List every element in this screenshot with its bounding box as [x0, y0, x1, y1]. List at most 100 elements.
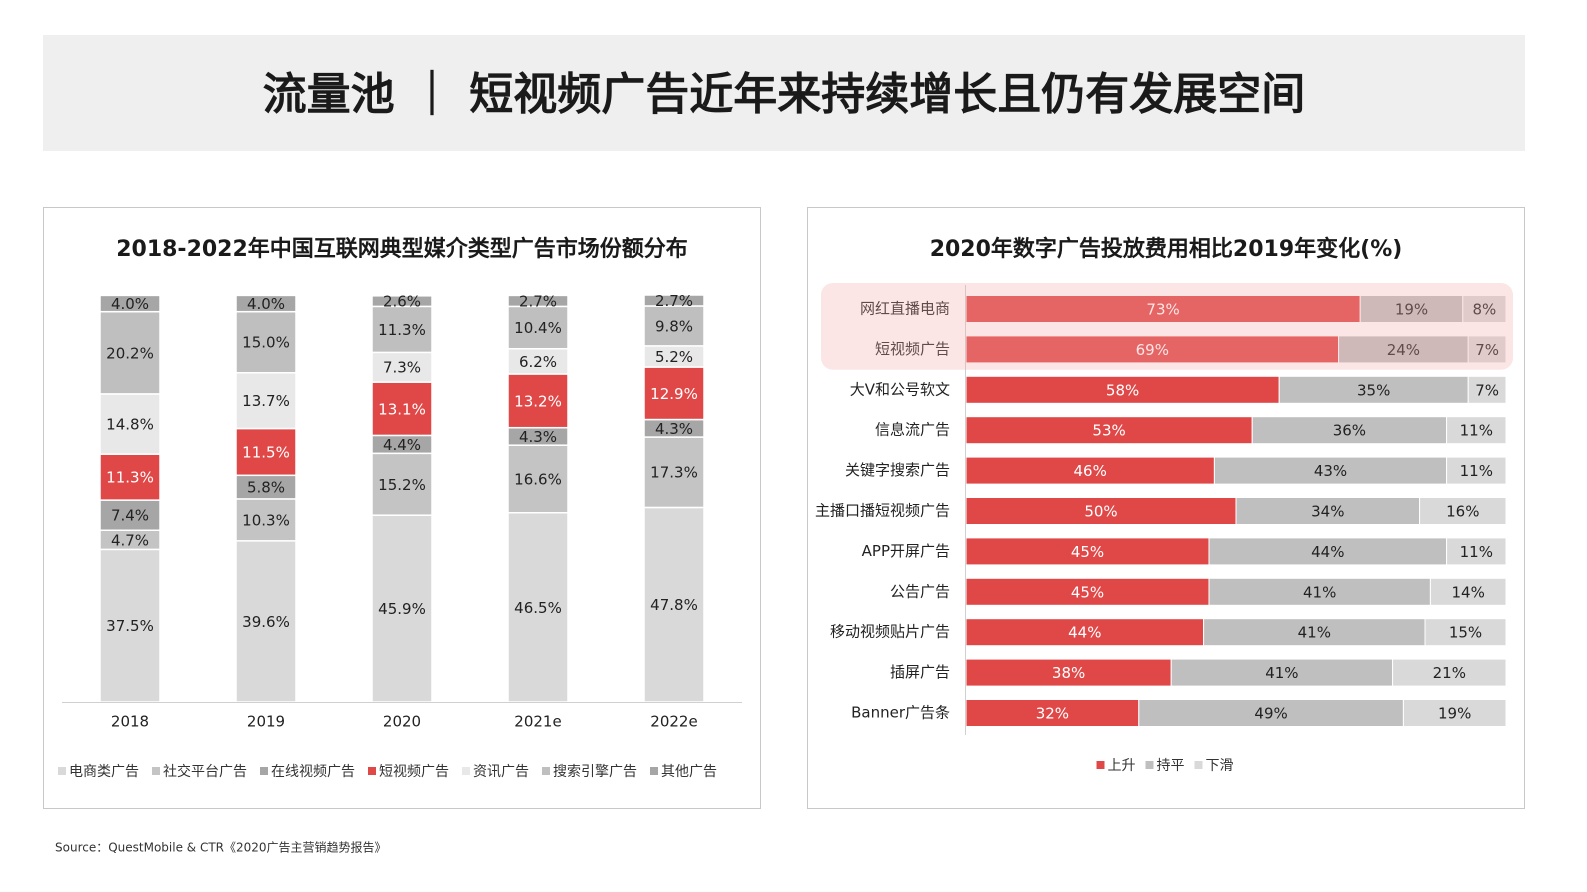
highlight-box [821, 283, 1513, 370]
bar-segment [99, 294, 161, 313]
value-label: 4.4% [383, 436, 421, 454]
bar-segment [965, 335, 1340, 364]
value-label: 5.8% [247, 479, 285, 497]
value-label: 11.3% [106, 469, 154, 487]
value-label: 46.5% [514, 599, 562, 617]
legend-swatch [650, 767, 658, 775]
value-label: 7.3% [383, 359, 421, 377]
bar-segment [235, 310, 297, 374]
bar-segment [99, 393, 161, 455]
x-tick-label: 2019 [247, 713, 285, 731]
bar-segment [1235, 497, 1421, 525]
bar-segment [1359, 295, 1464, 323]
value-label: 9.8% [655, 317, 693, 335]
legend-swatch [1096, 761, 1105, 769]
source-note: Source：QuestMobile & CTR《2020广告主营销趋势报告》 [55, 840, 387, 855]
legend-swatch [368, 767, 376, 775]
value-label: 38% [1052, 664, 1085, 682]
bar-segment [643, 294, 705, 307]
value-label: 11% [1460, 543, 1493, 561]
value-label: 2.6% [383, 293, 421, 311]
bar-segment [1467, 335, 1507, 364]
value-label: 50% [1084, 503, 1117, 521]
bar-segment [235, 371, 297, 430]
y-tick-label: 关键字搜索广告 [845, 461, 950, 479]
value-label: 13.7% [242, 392, 290, 410]
value-label: 41% [1298, 624, 1331, 642]
bar-segment [1462, 295, 1507, 323]
value-label: 36% [1333, 422, 1366, 440]
legend-label: 社交平台广告 [163, 763, 247, 780]
value-label: 39.6% [242, 613, 290, 631]
value-label: 45% [1071, 583, 1104, 601]
bar-segment [1419, 497, 1507, 525]
bar-segment [1446, 456, 1507, 485]
value-label: 58% [1106, 381, 1139, 399]
value-label: 20.2% [106, 344, 154, 362]
value-label: 4.0% [247, 295, 285, 313]
value-label: 15% [1449, 624, 1482, 642]
value-label: 35% [1357, 381, 1390, 399]
value-label: 7% [1475, 381, 1499, 399]
value-label: 19% [1395, 301, 1428, 319]
x-tick-label: 2020 [383, 713, 421, 731]
bar-segment [1213, 456, 1448, 485]
value-label: 6.2% [519, 353, 557, 371]
bar-segment [1402, 699, 1507, 727]
value-label: 11.5% [242, 443, 290, 461]
bar-segment [1170, 658, 1394, 687]
legend-label: 其他广告 [661, 764, 717, 780]
y-tick-label: 插屏广告 [890, 663, 950, 681]
bar-segment [1467, 375, 1507, 404]
bar-segment [1138, 699, 1404, 727]
bar-segment [371, 381, 433, 437]
legend-label: 上升 [1108, 758, 1136, 774]
y-tick-label: 主播口播短视频广告 [815, 502, 950, 520]
bar-segment [1424, 618, 1507, 647]
value-label: 16% [1446, 503, 1479, 521]
value-label: 37.5% [106, 617, 154, 635]
value-label: 46% [1074, 462, 1107, 480]
legend-label: 电商类广告 [69, 764, 139, 780]
legend-swatch [152, 767, 160, 775]
value-label: 14.8% [106, 416, 154, 434]
y-tick-label: 信息流广告 [875, 421, 950, 439]
bar-segment [965, 416, 1253, 445]
value-label: 13.2% [514, 392, 562, 410]
value-label: 4.3% [655, 420, 693, 438]
value-label: 11% [1460, 422, 1493, 440]
bar-segment [1278, 375, 1469, 404]
bar-segment [371, 351, 433, 383]
bar-segment [965, 537, 1210, 566]
bar-segment [99, 453, 161, 501]
bar-segment [1392, 658, 1507, 687]
value-label: 47.8% [650, 596, 698, 614]
chart-title: 2020年数字广告投放费用相比2019年变化(%) [930, 236, 1403, 262]
y-tick-label: 短视频广告 [875, 340, 950, 358]
legend-swatch [1194, 761, 1203, 769]
value-label: 49% [1254, 705, 1287, 723]
legend-swatch [1145, 761, 1154, 769]
legend-swatch [542, 767, 550, 775]
value-label: 21% [1433, 664, 1466, 682]
bar-segment [965, 295, 1361, 323]
bar-segment [371, 514, 433, 703]
y-tick-label: 移动视频贴片广告 [830, 623, 950, 641]
value-label: 4.7% [111, 531, 149, 549]
value-label: 73% [1146, 301, 1179, 319]
legend-label: 资讯广告 [473, 764, 529, 780]
value-label: 10.3% [242, 511, 290, 529]
value-label: 13.1% [378, 400, 426, 418]
x-tick-label: 2021e [514, 713, 561, 731]
value-label: 53% [1092, 422, 1125, 440]
value-label: 34% [1311, 503, 1344, 521]
bar-segment [99, 310, 161, 395]
value-label: 69% [1136, 341, 1169, 359]
y-tick-label: 大V和公号软文 [850, 380, 950, 398]
bar-segment [371, 295, 433, 308]
value-label: 19% [1438, 705, 1471, 723]
value-label: 17.3% [650, 464, 698, 482]
value-label: 4.0% [111, 295, 149, 313]
value-label: 2.7% [519, 292, 557, 310]
